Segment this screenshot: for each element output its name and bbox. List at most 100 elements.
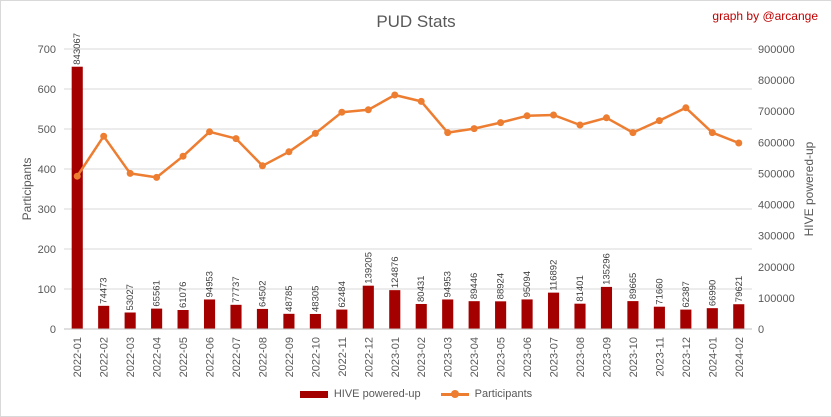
x-axis-tick-label: 2022-06 [205,337,217,377]
x-axis-tick-label: 2023-08 [575,337,587,377]
legend-item-line: Participants [440,388,533,400]
bar [283,313,295,329]
x-axis-tick-label: 2022-10 [310,337,322,377]
bar-data-label: 88924 [496,273,507,299]
x-axis-tick-label: 2022-01 [72,337,84,377]
right-axis-tick-label: 100000 [758,293,795,305]
x-axis-tick-label: 2024-02 [734,337,746,377]
bar-data-label: 124876 [390,256,401,288]
left-axis-tick-label: 500 [38,124,56,136]
participants-point [338,108,346,116]
bar [230,304,242,329]
right-axis-tick-label: 700000 [758,106,795,118]
bar [600,286,613,329]
bar-data-label: 53027 [125,284,136,310]
bar-data-label: 843067 [72,33,83,65]
x-axis-tick-label: 2023-09 [601,337,613,377]
bar-data-label: 81401 [575,275,586,301]
bar-data-label: 66990 [707,280,718,306]
bar [71,66,83,329]
bar [627,301,639,329]
bar-data-label: 94953 [205,271,216,297]
bar-data-label: 71660 [654,278,665,304]
left-axis-tick-label: 300 [38,204,56,216]
right-axis-tick-label: 500000 [758,168,795,180]
right-axis-tick-label: 800000 [758,75,795,87]
participants-point [735,139,743,147]
bar-data-label: 79621 [734,276,745,302]
participants-point [470,125,478,133]
participants-point [364,106,372,114]
legend-bar-label: HIVE powered-up [333,388,421,400]
bar-data-label: 95094 [522,271,533,297]
participants-point [708,129,716,137]
participants-point [311,129,319,137]
x-axis-tick-label: 2023-06 [522,337,534,377]
legend: HIVE powered-up Participants [0,388,832,400]
participants-point [206,128,214,136]
x-axis-tick-label: 2023-07 [549,337,561,377]
bar [309,313,321,329]
legend-item-bar: HIVE powered-up [299,388,421,400]
participants-point [576,121,584,129]
participants-point [258,162,266,170]
x-axis-tick-label: 2022-04 [152,337,164,377]
participants-point [655,117,663,125]
left-axis-tick-label: 700 [38,44,56,56]
x-axis-tick-label: 2023-04 [469,337,481,377]
bar [547,292,560,329]
participants-point [126,169,134,177]
bar [256,308,269,329]
bar-data-label: 89665 [628,273,639,299]
right-axis-tick-label: 900000 [758,44,795,56]
bar [468,301,480,329]
bar [706,308,718,329]
x-axis-tick-label: 2023-05 [496,337,508,377]
participants-point [417,97,425,105]
right-axis-tick-label: 200000 [758,262,795,274]
bar [203,299,216,329]
bar-data-label: 48785 [284,285,295,311]
left-axis-tick-label: 100 [38,284,56,296]
right-axis-tick-label: 400000 [758,200,795,212]
left-axis-tick-label: 0 [50,324,56,336]
x-axis-tick-label: 2023-10 [628,337,640,377]
right-axis-tick-label: 0 [758,324,764,336]
bar [442,299,454,329]
bar [389,290,401,329]
chart-credit: graph by @arcange [712,9,818,23]
bar [653,306,665,329]
right-axis-tick-label: 300000 [758,231,795,243]
legend-line-swatch [440,389,469,399]
participants-point [682,104,690,112]
bar-data-label: 139205 [363,252,374,284]
bar-data-label: 116892 [549,260,560,291]
participants-point [179,152,187,160]
bar-data-label: 89446 [469,273,480,299]
bar [680,309,692,329]
bar-data-label: 77737 [231,276,242,302]
bar-data-label: 64502 [257,281,268,307]
x-axis-tick-label: 2024-01 [707,337,719,377]
left-axis-tick-label: 400 [38,164,56,176]
participants-point [285,148,293,156]
participants-point [232,135,240,143]
bar-data-label: 135296 [601,253,612,285]
bar-data-label: 80431 [416,276,427,302]
bar-data-label: 94953 [443,271,454,297]
left-axis-tick-label: 200 [38,244,56,256]
legend-line-label: Participants [474,388,533,400]
x-axis-tick-label: 2022-05 [178,337,190,377]
x-axis-tick-label: 2023-02 [416,337,428,377]
bar [415,303,427,329]
bar [124,312,136,329]
right-axis-title: HIVE powered-up [802,141,816,236]
bar [336,309,348,329]
x-axis-tick-label: 2023-01 [390,337,402,377]
bar-data-label: 61076 [178,282,189,308]
bar-data-label: 74473 [99,277,110,303]
participants-point [523,112,531,120]
x-axis-tick-label: 2023-12 [681,337,693,377]
x-axis-tick-label: 2022-02 [99,337,111,377]
